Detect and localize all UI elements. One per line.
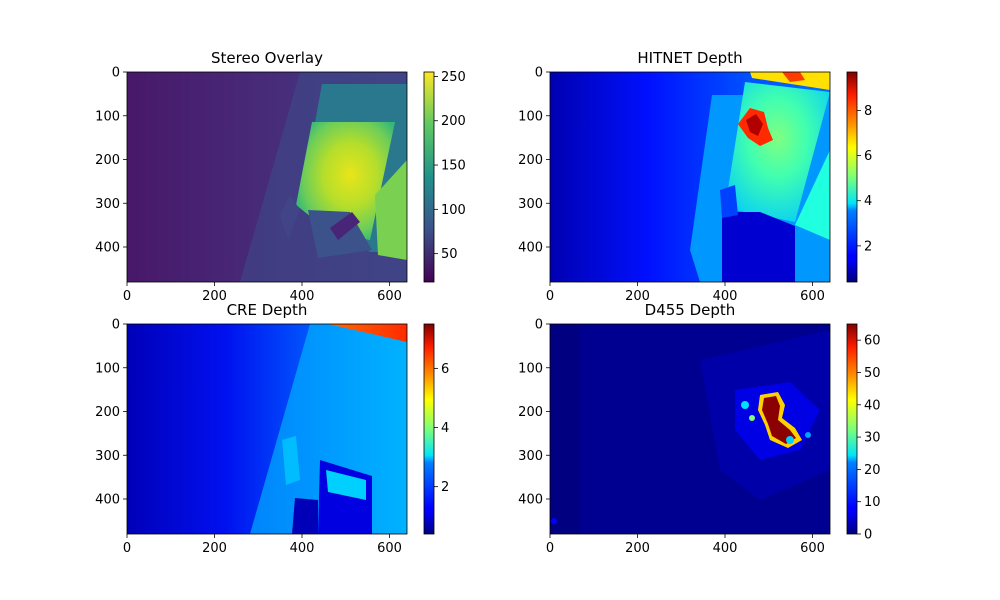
stereo-overlay-colorbar-tick-label: 200 (441, 114, 466, 129)
d455-depth-colorbar-tick-label: 30 (864, 431, 881, 446)
d455-depth-colorbar-tick-label: 0 (864, 528, 872, 543)
d455-depth-x-tick-label: 200 (625, 541, 650, 556)
cre-depth-y-tick-label: 400 (95, 493, 120, 508)
stereo-overlay-colorbar-tick-label: 250 (441, 70, 466, 85)
cre-depth-x-tick-label: 400 (290, 541, 315, 556)
hitnet-depth-x-tick-label: 600 (800, 289, 825, 304)
d455-depth-colorbar-tick-label: 10 (864, 495, 881, 510)
d455-depth-colorbar-tick-label: 50 (864, 366, 881, 381)
stereo-overlay-y-tick-label: 100 (95, 109, 120, 124)
hitnet-depth-x-tick-label: 0 (546, 289, 554, 304)
cre-depth-image (127, 324, 407, 534)
stereo-overlay-y-tick-label: 0 (112, 66, 120, 81)
hitnet-depth-y-tick-label: 200 (518, 153, 543, 168)
cre-depth-y-tick-label: 0 (112, 318, 120, 333)
stereo-overlay-y-tick-label: 200 (95, 153, 120, 168)
cre-depth-colorbar (423, 323, 435, 535)
cre-depth-colorbar-tick-label: 4 (441, 421, 449, 436)
hitnet-depth-title: HITNET Depth (637, 49, 743, 67)
cre-depth-x-tick-label: 200 (202, 541, 227, 556)
stereo-overlay-title: Stereo Overlay (211, 49, 323, 67)
stereo-overlay-axes-frame (126, 71, 408, 283)
stereo-overlay-colorbar-tick-label: 50 (441, 247, 458, 262)
hitnet-depth-colorbar-tick-label: 2 (864, 239, 872, 254)
stereo-overlay-y-tick-label: 300 (95, 197, 120, 212)
d455-depth-colorbar-tick-label: 60 (864, 334, 881, 349)
hitnet-depth-axes-frame (549, 71, 831, 283)
stereo-overlay-x-tick-label: 400 (290, 289, 315, 304)
stereo-overlay-y-tick-label: 400 (95, 241, 120, 256)
d455-depth-y-tick-label: 0 (535, 318, 543, 333)
cre-depth-colorbar-tick-label: 6 (441, 362, 449, 377)
stereo-overlay-colorbar-tick-label: 150 (441, 159, 466, 174)
hitnet-depth-colorbar (846, 71, 858, 283)
hitnet-depth-colorbar-tick-label: 8 (864, 104, 872, 119)
hitnet-depth-y-tick-label: 300 (518, 197, 543, 212)
cre-depth-y-tick-label: 200 (95, 405, 120, 420)
stereo-overlay-x-tick-label: 200 (202, 289, 227, 304)
d455-depth-axes-frame (549, 323, 831, 535)
d455-depth-x-tick-label: 600 (800, 541, 825, 556)
d455-depth-image (550, 324, 830, 534)
d455-depth-y-tick-label: 100 (518, 361, 543, 376)
d455-depth-x-tick-label: 400 (713, 541, 738, 556)
d455-depth-colorbar (846, 323, 858, 535)
cre-depth-colorbar-tick-label: 2 (441, 480, 449, 495)
cre-depth-title: CRE Depth (226, 301, 308, 319)
stereo-overlay-x-tick-label: 0 (123, 289, 131, 304)
d455-depth-colorbar-tick-label: 20 (864, 463, 881, 478)
stereo-overlay-colorbar (423, 71, 435, 283)
hitnet-depth-x-tick-label: 400 (713, 289, 738, 304)
d455-depth-y-tick-label: 400 (518, 493, 543, 508)
hitnet-depth-y-tick-label: 400 (518, 241, 543, 256)
hitnet-depth-colorbar-tick-label: 6 (864, 149, 872, 164)
cre-depth-y-tick-label: 300 (95, 449, 120, 464)
cre-depth-y-tick-label: 100 (95, 361, 120, 376)
cre-depth-x-tick-label: 600 (377, 541, 402, 556)
d455-depth-title: D455 Depth (644, 301, 736, 319)
cre-depth-x-tick-label: 0 (123, 541, 131, 556)
d455-depth-y-tick-label: 200 (518, 405, 543, 420)
stereo-overlay-image (127, 72, 407, 282)
stereo-overlay-x-tick-label: 600 (377, 289, 402, 304)
d455-depth-x-tick-label: 0 (546, 541, 554, 556)
d455-depth-y-tick-label: 300 (518, 449, 543, 464)
hitnet-depth-y-tick-label: 0 (535, 66, 543, 81)
hitnet-depth-y-tick-label: 100 (518, 109, 543, 124)
stereo-overlay-colorbar-tick-label: 100 (441, 203, 466, 218)
d455-depth-colorbar-tick-label: 40 (864, 398, 881, 413)
hitnet-depth-x-tick-label: 200 (625, 289, 650, 304)
cre-depth-axes-frame (126, 323, 408, 535)
hitnet-depth-colorbar-tick-label: 4 (864, 194, 872, 209)
hitnet-depth-image (550, 72, 830, 282)
